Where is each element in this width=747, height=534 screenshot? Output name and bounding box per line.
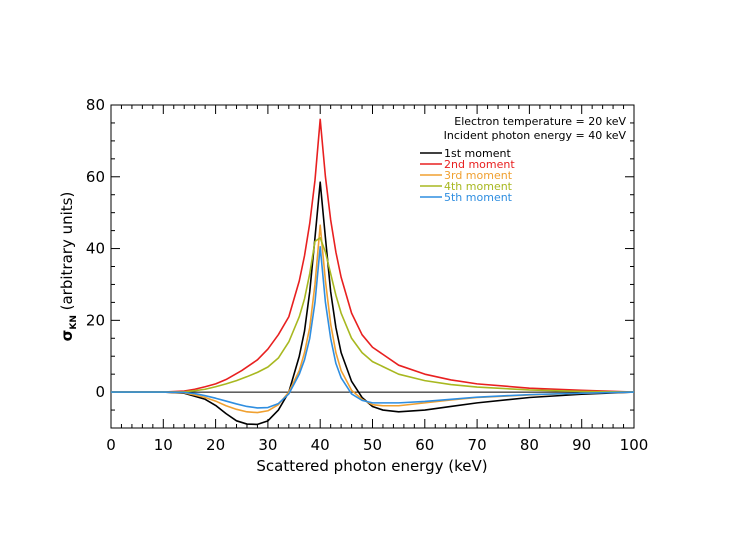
x-tick-label: 50 (363, 436, 382, 454)
y-tick-label: 40 (86, 240, 105, 258)
x-tick-label: 30 (258, 436, 277, 454)
y-axis-label: σKN (arbitrary units) (58, 192, 79, 342)
legend-label-1st-moment: 1st moment (444, 147, 511, 160)
series-line-4th-moment (111, 236, 635, 393)
x-tick-label: 10 (154, 436, 173, 454)
y-tick-label: 20 (86, 311, 105, 329)
x-axis-label: Scattered photon energy (keV) (256, 457, 487, 475)
x-tick-label: 60 (415, 436, 434, 454)
y-tick-label: 0 (95, 383, 105, 401)
x-tick-label: 90 (572, 436, 591, 454)
legend-label-3rd-moment: 3rd moment (444, 169, 513, 182)
legend-label-2nd-moment: 2nd moment (444, 158, 515, 171)
x-tick-label: 40 (311, 436, 330, 454)
series-line-1st-moment (111, 181, 635, 426)
y-axis-label-subscript: KN (69, 315, 79, 330)
x-tick-label: 20 (206, 436, 225, 454)
y-axis-label-symbol: σ (58, 330, 76, 342)
y-tick-label: 60 (86, 168, 105, 186)
svg-text:σKN (arbitrary units): σKN (arbitrary units) (58, 192, 79, 342)
x-tick-label: 0 (106, 436, 116, 454)
plot-frame (110, 104, 635, 429)
axis-ticks: 0 10 20 30 40 50 60 70 80 90 100 0 20 40 60 80 (86, 96, 648, 454)
x-tick-label: 70 (468, 436, 487, 454)
annotation-incident-photon-energy: Incident photon energy = 40 keV (444, 129, 627, 142)
x-tick-label: 100 (620, 436, 649, 454)
legend-label-5th-moment: 5th moment (444, 191, 513, 204)
series-line-3rd-moment (111, 224, 635, 414)
legend-label-4th-moment: 4th moment (444, 180, 513, 193)
y-axis-label-text: (arbitrary units) (58, 192, 76, 315)
annotation-electron-temperature: Electron temperature = 20 keV (454, 115, 626, 128)
series-line-2nd-moment (111, 118, 635, 393)
series-layer (111, 118, 635, 426)
x-tick-label: 80 (520, 436, 539, 454)
y-tick-label: 80 (86, 96, 105, 114)
series-line-5th-moment (111, 245, 635, 409)
